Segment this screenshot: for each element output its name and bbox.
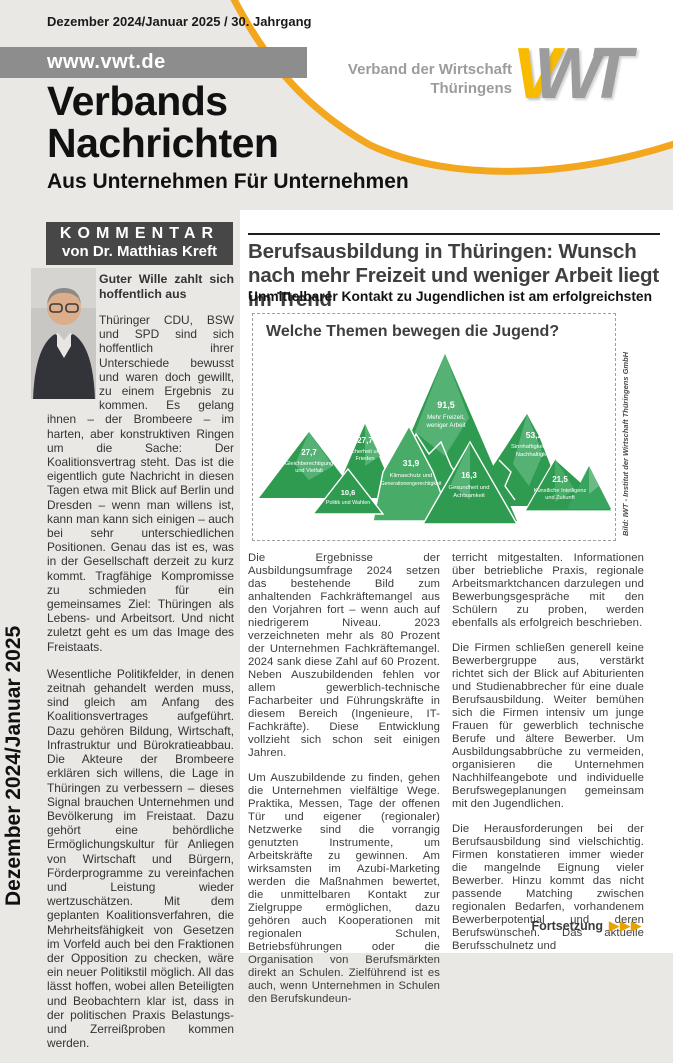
kommentar-lead: Guter Wille zahlt sich hoffentlich aus (99, 272, 234, 301)
article-subheadline: Unmittelbarer Kontakt zu Jugendlichen is… (248, 289, 653, 304)
kommentar-paragraph: Thüringer CDU, BSW und SPD sind sich hof… (47, 313, 234, 654)
newsletter-title: Verbands Nachrichten (47, 78, 279, 166)
chart-title: Welche Themen bewegen die Jugend? (266, 323, 560, 340)
chart-value: 21,5 (552, 475, 568, 484)
continuation-label: Fortsetzung (531, 919, 603, 933)
logo-letter-w: W (534, 34, 602, 114)
association-line1: Verband der Wirtschaft (347, 61, 512, 78)
chart-value: 27,7 (357, 436, 373, 445)
svg-text:und Zukunft: und Zukunft (545, 495, 575, 501)
svg-text:Achtsamkeit: Achtsamkeit (453, 493, 485, 499)
chart-credit: Bild: IWT - Institut der Wirtschaft Thür… (621, 351, 630, 536)
continuation-arrows-icon: ▶▶▶ (609, 918, 642, 933)
chart-value: 31,9 (403, 458, 420, 468)
chart-value: 27,7 (301, 448, 317, 457)
article-paragraph: terricht mitgestalten. Informationen übe… (452, 552, 644, 629)
article-headline: Berufsausbildung in Thüringen: Wunsch na… (248, 240, 659, 311)
kommentar-heading: KOMMENTAR (59, 225, 220, 242)
svg-text:Frieden: Frieden (356, 456, 375, 462)
article-column-left: Die Ergebnisse der Ausbildungsumfrage 20… (248, 552, 440, 1018)
chart-value: 53,2 (526, 430, 543, 440)
svg-text:Gesundheit und: Gesundheit und (449, 485, 490, 491)
article-paragraph: Um Auszubildende zu finden, gehen die Un… (248, 772, 440, 1005)
vwt-logo: VWT (512, 38, 632, 110)
chart-value: 91,5 (437, 400, 455, 410)
portrait-photo (31, 268, 96, 399)
continuation-note[interactable]: Fortsetzung ▶▶▶ (452, 918, 642, 934)
svg-text:Nachhaltigkeit: Nachhaltigkeit (516, 452, 553, 458)
svg-text:Künstliche Intelligenz: Künstliche Intelligenz (534, 488, 587, 494)
title-line1: Verbands (47, 78, 228, 124)
logo-letter-t: T (588, 34, 632, 114)
svg-text:Generationengerechtigkeit: Generationengerechtigkeit (381, 481, 442, 487)
kommentar-paragraph: Wesentliche Politikfelder, in denen zeit… (47, 666, 234, 1051)
svg-text:Gleichberechtigung: Gleichberechtigung (285, 461, 333, 467)
tagline: Aus Unternehmen Für Unternehmen (47, 170, 409, 193)
website-url[interactable]: www.vwt.de (47, 51, 166, 73)
chart-value: 16,3 (461, 471, 477, 480)
article-paragraph: Die Herausforderungen bei der Berufsausb… (452, 823, 644, 952)
chart-box: Welche Themen bewegen die Jugend? 27,7 G… (252, 313, 616, 541)
logo-letter-v: V (512, 34, 561, 114)
mountain-chart-graphic: 27,7 Gleichberechtigung und Vielfalt 27,… (259, 354, 615, 525)
svg-text:weniger Arbeit: weniger Arbeit (425, 422, 465, 429)
article-paragraph: Die Firmen schließen generell keine Bewe… (452, 642, 644, 810)
svg-text:Politik und Wahlen: Politik und Wahlen (326, 500, 370, 506)
kommentar-byline: von Dr. Matthias Kreft (61, 243, 218, 260)
kommentar-header: KOMMENTAR von Dr. Matthias Kreft (46, 222, 233, 265)
svg-text:und Vielfalt: und Vielfalt (295, 468, 323, 474)
article-paragraph: Die Ergebnisse der Ausbildungsumfrage 20… (248, 552, 440, 759)
svg-text:Mehr Freizeit,: Mehr Freizeit, (427, 414, 465, 421)
issue-line: Dezember 2024/Januar 2025 / 30. Jahrgang (47, 14, 312, 29)
association-line2: Thüringens (430, 80, 512, 97)
headline-rule (248, 233, 660, 235)
association-name: Verband der Wirtschaft Thüringens (280, 60, 512, 98)
article-column-right: terricht mitgestalten. Informationen übe… (452, 552, 644, 965)
title-line2: Nachrichten (47, 120, 279, 166)
chart-value: 10,6 (341, 488, 356, 497)
svg-text:Sinnhaftigkeit und: Sinnhaftigkeit und (511, 444, 557, 450)
vertical-issue-date: Dezember 2024/Januar 2025 (2, 625, 25, 906)
svg-text:Sicherheit und: Sicherheit und (347, 449, 383, 455)
url-bar: www.vwt.de (0, 47, 307, 78)
svg-text:Klimaschutz und: Klimaschutz und (390, 473, 433, 479)
